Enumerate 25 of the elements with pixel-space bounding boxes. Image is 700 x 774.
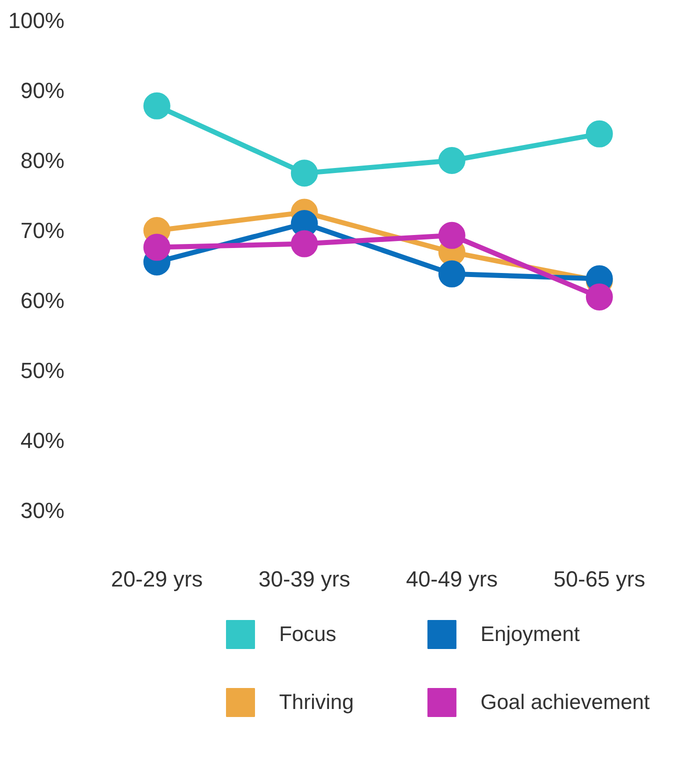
y-tick-label: 80% [20, 148, 65, 173]
legend-label: Thriving [279, 691, 354, 714]
point [586, 120, 613, 148]
y-tick-label: 30% [20, 498, 65, 523]
point [143, 234, 170, 261]
point [438, 260, 466, 288]
y-tick-label: 70% [20, 218, 65, 243]
point [143, 92, 170, 120]
point [438, 222, 466, 249]
y-tick-label: 60% [20, 288, 65, 313]
y-tick-label: 100% [8, 8, 65, 33]
x-tick-label: 40-49 yrs [406, 566, 498, 592]
y-tick-label: 50% [20, 358, 65, 383]
y-tick-label: 90% [20, 78, 65, 103]
legend-label: Goal achievement [480, 691, 650, 714]
point [586, 284, 613, 310]
legend-label: Focus [279, 623, 336, 646]
x-tick-label: 20-29 yrs [111, 566, 203, 592]
point [290, 160, 318, 187]
legend-label: Enjoyment [480, 623, 580, 646]
point [290, 230, 318, 258]
x-tick-label: 30-39 yrs [258, 566, 350, 592]
x-tick-label: 50-65 yrs [554, 566, 646, 592]
point [438, 147, 466, 174]
y-tick-label: 40% [20, 428, 65, 453]
